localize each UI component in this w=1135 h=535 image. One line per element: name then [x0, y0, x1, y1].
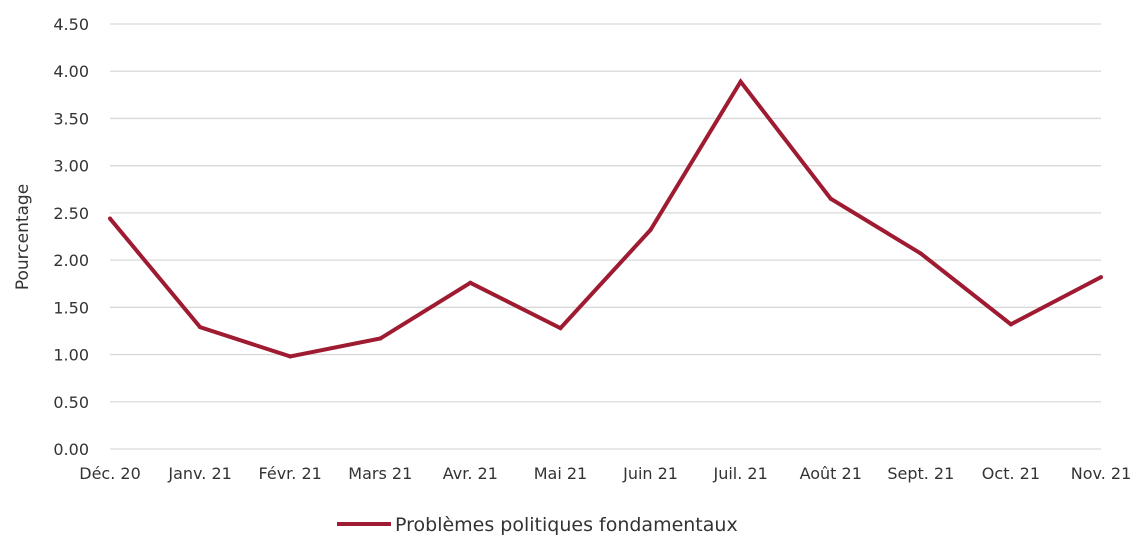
x-tick-label: Nov. 21 [1071, 464, 1132, 483]
x-tick-label: Août 21 [800, 464, 862, 483]
y-tick-label: 4.50 [53, 15, 89, 34]
x-tick-label: Oct. 21 [982, 464, 1040, 483]
y-tick-label: 4.00 [53, 62, 89, 81]
data-point [558, 326, 563, 331]
y-tick-label: 2.00 [53, 251, 89, 270]
legend: Problèmes politiques fondamentaux [337, 514, 738, 535]
x-axis-ticks: Déc. 20 Janv. 21 Févr. 21 Mars 21 Avr. 21 Mai… [79, 464, 1131, 483]
series-line [108, 78, 1102, 359]
x-tick-label: Mai 21 [534, 464, 588, 483]
data-point [198, 325, 203, 330]
y-tick-label: 1.00 [53, 346, 89, 365]
data-point [468, 280, 473, 285]
gridlines [110, 23, 1101, 450]
x-tick-label: Déc. 20 [79, 464, 141, 483]
data-point [828, 196, 833, 201]
data-point [288, 354, 293, 359]
y-tick-label: 3.00 [53, 157, 89, 176]
x-tick-label: Juin 21 [622, 464, 678, 483]
data-point [738, 79, 743, 84]
x-tick-label: Févr. 21 [259, 464, 322, 483]
data-point [1099, 275, 1103, 280]
y-tick-label: 1.50 [53, 298, 89, 317]
data-point [1008, 322, 1013, 327]
y-tick-label: 2.50 [53, 204, 89, 223]
y-tick-label: 0.50 [53, 393, 89, 412]
y-axis-label: Pourcentage [13, 184, 33, 290]
x-tick-label: Avr. 21 [443, 464, 498, 483]
x-tick-label: Juil. 21 [712, 464, 767, 483]
y-axis-ticks: 0.00 0.50 1.00 1.50 2.00 2.50 3.00 3.50 4.00 4.50 [53, 15, 89, 459]
x-tick-label: Mars 21 [348, 464, 412, 483]
y-tick-label: 0.00 [53, 440, 89, 459]
data-point [378, 336, 383, 341]
data-point [108, 216, 112, 221]
x-tick-label: Sept. 21 [887, 464, 954, 483]
data-point [918, 251, 923, 256]
legend-label: Problèmes politiques fondamentaux [395, 514, 738, 535]
y-tick-label: 3.50 [53, 109, 89, 128]
series-layer [108, 78, 1103, 359]
data-point [648, 227, 653, 232]
x-tick-label: Janv. 21 [167, 464, 231, 483]
